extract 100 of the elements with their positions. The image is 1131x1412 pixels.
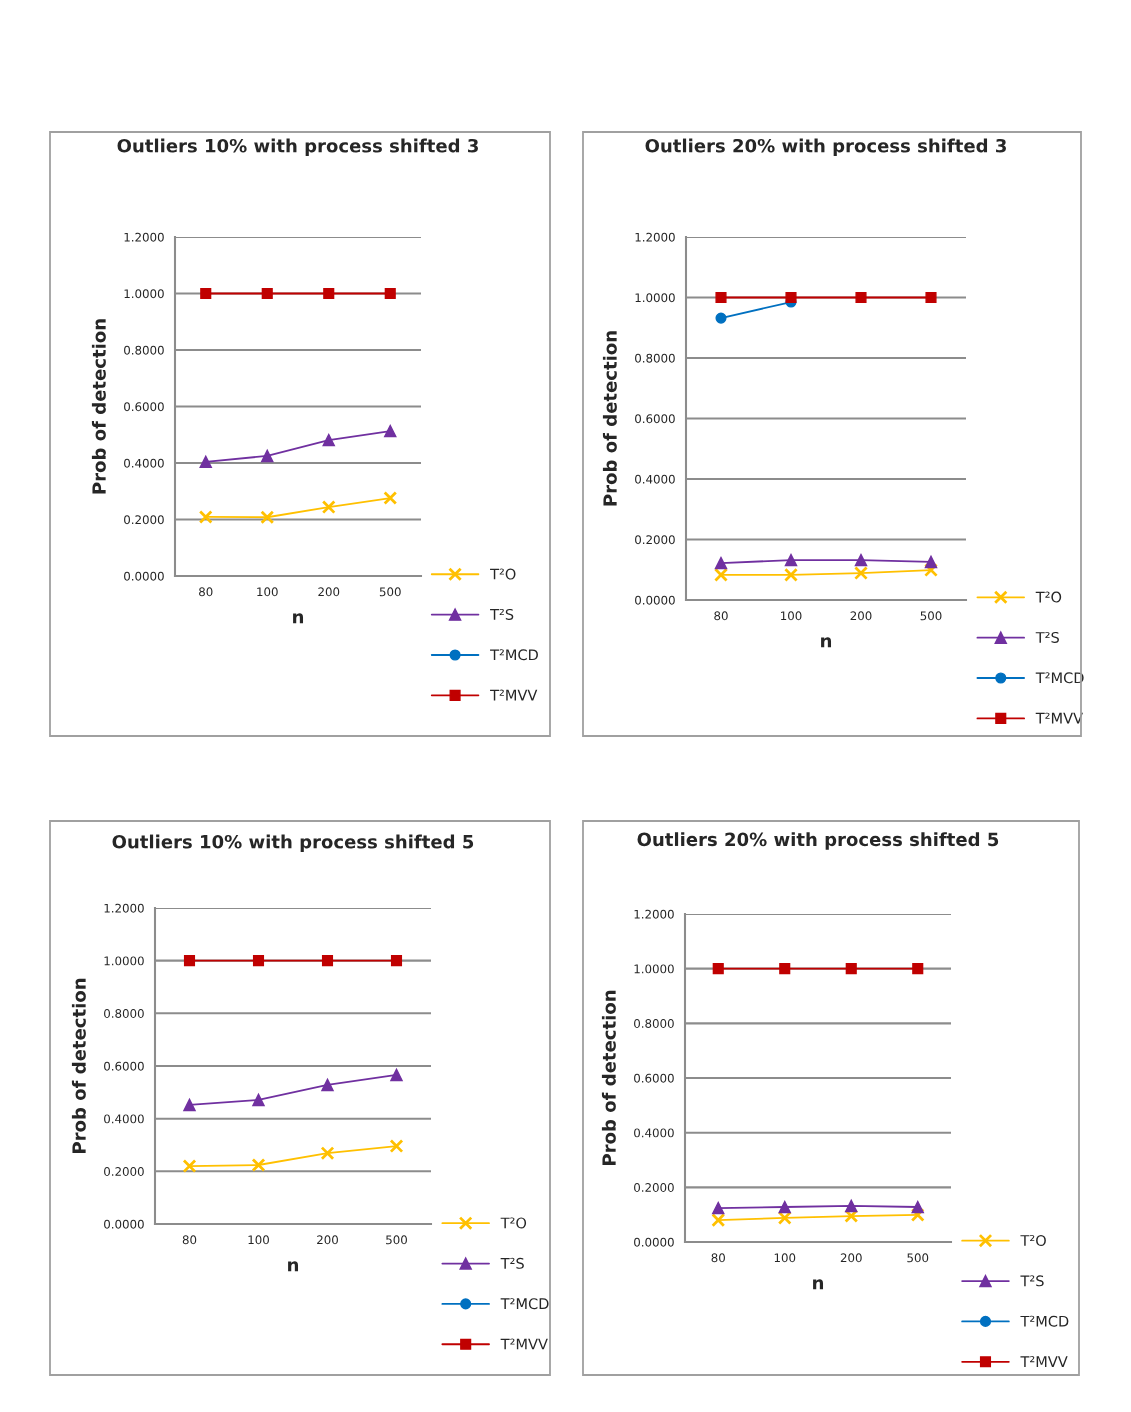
y-tick-label: 0.4000 <box>635 474 675 484</box>
y-tick-label: 0.6000 <box>124 402 164 412</box>
point <box>912 963 924 975</box>
legend-label: T²O <box>1020 1234 1046 1246</box>
legend-label: T²S <box>1020 1275 1044 1287</box>
point <box>320 1146 335 1161</box>
legend-label: T²S <box>490 608 514 620</box>
y-tick-label: 0.2000 <box>634 1183 674 1192</box>
y-tick-label: 0.0000 <box>634 1237 674 1247</box>
point <box>778 1200 792 1214</box>
point <box>712 963 724 975</box>
y-tick-label: 0.0000 <box>104 1219 144 1229</box>
x-tick-label: 100 <box>257 587 278 597</box>
point <box>714 567 728 582</box>
y-tick-label: 0.8000 <box>124 345 164 355</box>
point <box>383 491 398 505</box>
x-tick-label: 200 <box>850 611 872 621</box>
point <box>715 312 727 324</box>
y-tick-label: 0.4000 <box>124 458 164 468</box>
point <box>390 1068 403 1082</box>
x-tick-label: 200 <box>318 587 340 597</box>
x-tick-label: 500 <box>386 1235 407 1245</box>
y-tick-label: 1.2000 <box>124 232 164 242</box>
chart-title: Outliers 10% with process shifted 5 <box>112 834 474 853</box>
x-tick-label: 80 <box>711 1253 725 1263</box>
point <box>925 291 937 304</box>
point <box>384 287 396 300</box>
point <box>854 553 868 567</box>
point <box>260 510 275 525</box>
y-tick-label: 1.0000 <box>124 289 164 299</box>
point <box>389 1139 404 1153</box>
chart-title: Outliers 10% with process shifted 3 <box>117 138 478 157</box>
x-tick-label: 80 <box>199 587 213 597</box>
legend-label: T²MCD <box>1035 672 1084 684</box>
point <box>854 566 868 581</box>
legend-label: T²MCD <box>500 1298 549 1310</box>
y-tick-label: 0.4000 <box>634 1128 674 1138</box>
point <box>252 955 265 967</box>
point <box>390 955 403 967</box>
x-tick-label: 500 <box>920 611 942 621</box>
y-tick-label: 0.0000 <box>635 595 675 605</box>
y-tick-label: 0.8000 <box>104 1009 144 1018</box>
y-tick-label: 1.2000 <box>635 232 675 242</box>
y-tick-label: 0.6000 <box>635 414 675 424</box>
x-tick-label: 100 <box>774 1253 796 1263</box>
point <box>198 510 213 524</box>
point <box>845 963 857 975</box>
y-tick-label: 0.8000 <box>635 353 675 363</box>
x-tick-label: 100 <box>248 1235 269 1245</box>
point <box>200 287 212 300</box>
y-tick-label: 0.6000 <box>104 1061 144 1071</box>
y-axis-title: Prob of detection <box>71 978 86 1153</box>
legend-label: T²O <box>490 568 516 580</box>
point <box>777 1211 792 1225</box>
point <box>321 500 336 515</box>
point <box>183 1098 196 1112</box>
point <box>323 287 335 300</box>
x-axis-title: n <box>821 637 832 648</box>
y-tick-label: 1.2000 <box>634 909 674 919</box>
chart-title: Outliers 20% with process shifted 3 <box>645 138 1006 157</box>
point <box>784 567 798 582</box>
x-tick-label: 500 <box>379 587 401 597</box>
x-axis-title: n <box>813 1279 824 1290</box>
y-tick-label: 1.0000 <box>634 964 674 974</box>
x-tick-label: 80 <box>182 1235 197 1245</box>
point <box>784 553 798 567</box>
y-tick-label: 0.0000 <box>124 571 164 581</box>
point <box>911 1200 925 1214</box>
y-tick-label: 1.0000 <box>635 293 675 303</box>
point <box>711 1201 725 1215</box>
point <box>844 1209 859 1223</box>
y-axis-title: Prob of detection <box>601 990 616 1165</box>
y-tick-label: 0.2000 <box>104 1167 144 1176</box>
point <box>183 955 196 967</box>
x-tick-label: 500 <box>907 1253 929 1263</box>
point <box>779 963 791 975</box>
x-tick-label: 200 <box>317 1235 338 1245</box>
point <box>322 433 336 447</box>
x-axis-title: n <box>293 613 304 624</box>
legend-label: T²MVV <box>490 689 538 701</box>
legend-label: T²MCD <box>490 649 538 661</box>
y-axis-title: Prob of detection <box>602 331 617 506</box>
point <box>711 1213 726 1228</box>
y-tick-label: 0.6000 <box>634 1073 674 1083</box>
point <box>383 424 397 438</box>
point <box>182 1159 197 1174</box>
x-axis-title: n <box>288 1261 299 1272</box>
y-tick-label: 1.2000 <box>104 903 144 913</box>
y-tick-label: 0.2000 <box>124 515 164 525</box>
legend-label: T²MVV <box>1035 712 1083 724</box>
x-tick-label: 100 <box>781 611 802 621</box>
point <box>260 449 274 463</box>
chart-title: Outliers 20% with process shifted 5 <box>637 832 999 850</box>
point <box>321 1078 334 1092</box>
point <box>321 955 334 967</box>
x-tick-label: 80 <box>714 611 728 621</box>
y-tick-label: 0.4000 <box>104 1114 144 1124</box>
legend-label: T²O <box>500 1217 527 1229</box>
point <box>715 291 727 304</box>
legend-label: T²S <box>500 1257 524 1269</box>
